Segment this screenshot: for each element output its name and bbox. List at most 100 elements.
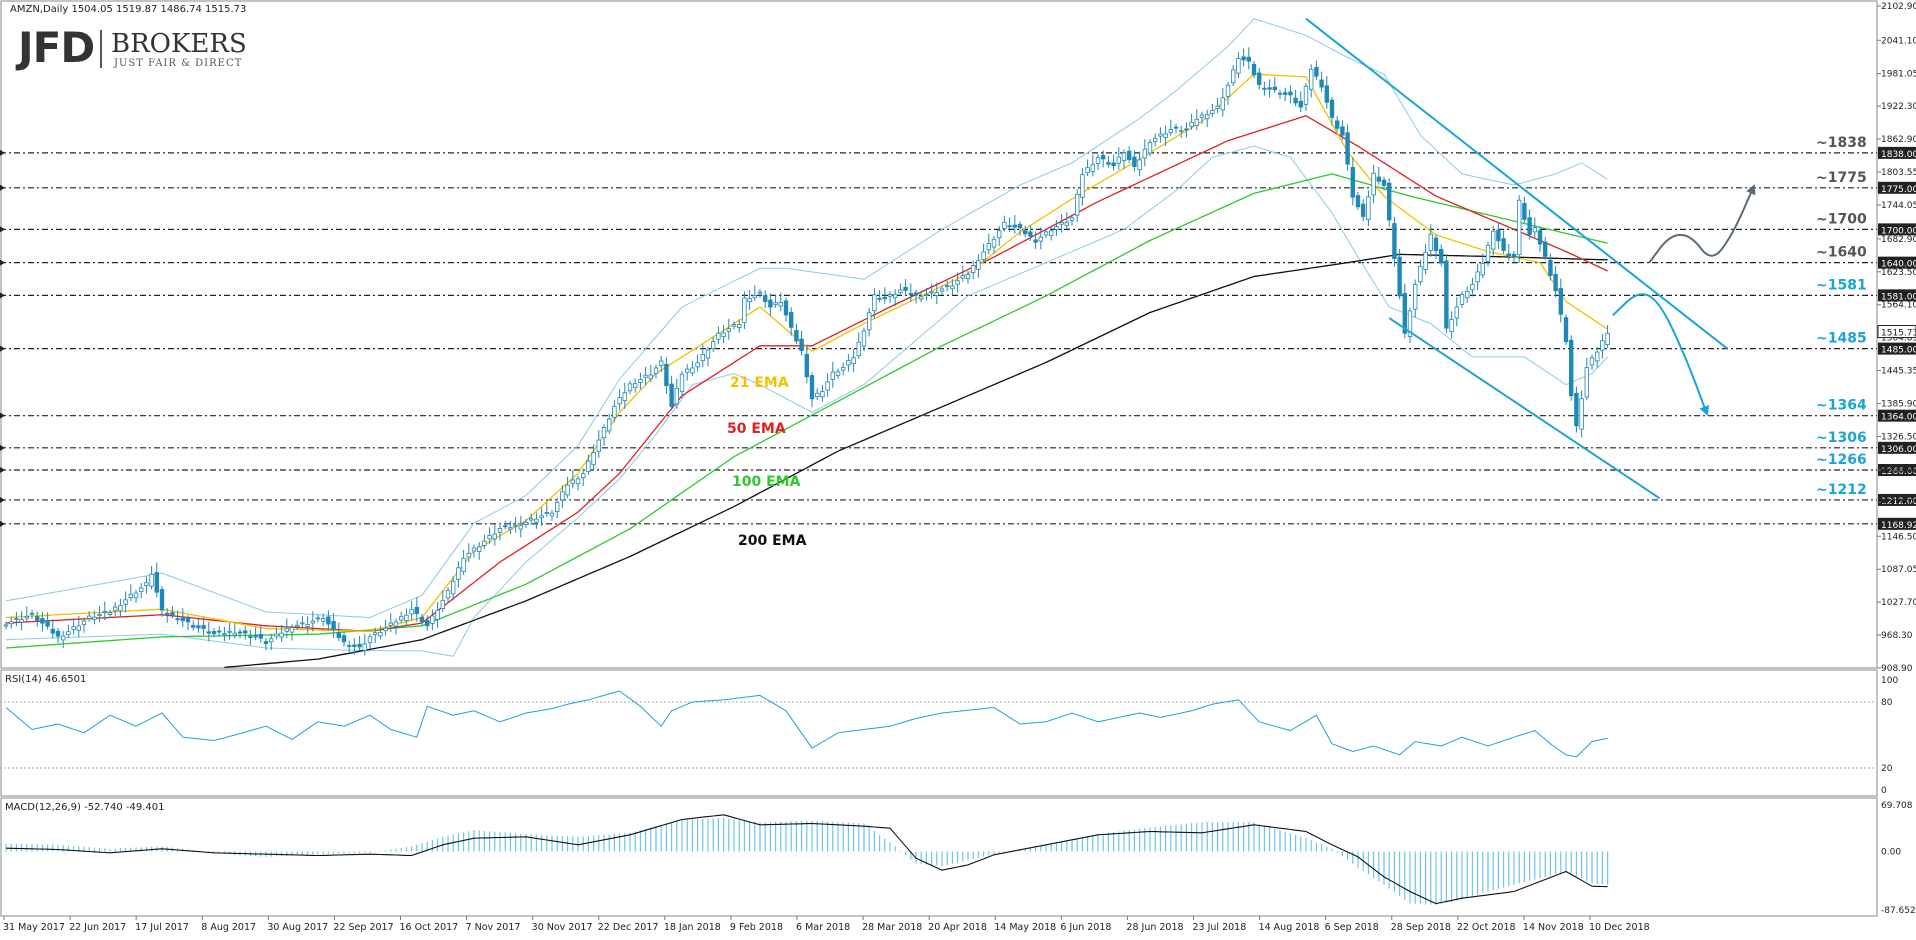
candle-body — [648, 374, 653, 380]
candle-body — [638, 379, 643, 383]
candle-body — [206, 631, 211, 634]
date-tick-label: 14 Aug 2018 — [1259, 922, 1320, 933]
rsi-tick-label: 100 — [1881, 676, 1898, 686]
candle-body — [960, 275, 965, 279]
price-tick-label: 1564.10 — [1881, 301, 1916, 311]
candle-body — [1366, 196, 1371, 220]
date-tick-label: 14 Nov 2018 — [1523, 922, 1584, 933]
candle-body — [1449, 319, 1454, 333]
candle-body — [872, 294, 877, 312]
ema100-line — [5, 173, 1608, 649]
ema200-line — [224, 253, 1608, 669]
candle-body — [102, 611, 107, 613]
candle-body — [1589, 357, 1595, 366]
level-axis-value: 1266.00 — [1881, 467, 1916, 477]
candle-body — [737, 323, 742, 329]
level-axis-badge — [1878, 409, 1916, 422]
date-tick-label: 22 Oct 2018 — [1457, 922, 1516, 933]
candle-body — [175, 618, 180, 621]
candle-body — [643, 374, 648, 378]
candle-body — [1392, 223, 1397, 259]
candle-body — [1272, 86, 1277, 91]
price-tick-label: 1027.70 — [1881, 598, 1916, 608]
date-tick-label: 6 Jun 2018 — [1060, 922, 1111, 933]
candle-body — [66, 631, 71, 636]
candle-body — [1017, 224, 1023, 228]
level-axis-badge — [1878, 441, 1916, 454]
candle-body — [1095, 157, 1101, 164]
candle-body — [965, 274, 971, 280]
date-tick-label: 14 May 2018 — [994, 922, 1056, 933]
level-marker — [0, 345, 5, 352]
candle-body — [705, 349, 711, 359]
candle-body — [346, 645, 352, 647]
candle-body — [35, 616, 40, 621]
candle-body — [1475, 271, 1480, 283]
candle-body — [1080, 174, 1085, 198]
level-label: ~1775 — [1816, 170, 1867, 186]
candle-body — [607, 418, 612, 432]
candle-body — [3, 624, 9, 627]
candle-body — [664, 363, 669, 387]
price-tick-label: 1922.30 — [1881, 102, 1916, 112]
level-label: ~1838 — [1816, 135, 1867, 151]
level-axis-value: 1775.00 — [1881, 185, 1916, 195]
candle-body — [820, 391, 825, 398]
candle-body — [924, 294, 929, 297]
candle-body — [685, 368, 690, 373]
price-tick-label: 1146.50 — [1881, 532, 1916, 542]
candle-body — [1158, 133, 1163, 137]
candle-body — [253, 635, 258, 638]
candle-body — [809, 375, 815, 400]
candle-body — [1454, 306, 1459, 319]
candle-body — [497, 528, 503, 533]
candle-body — [305, 624, 310, 627]
candle-body — [835, 371, 841, 376]
candle-body — [1465, 291, 1470, 299]
candle-body — [222, 633, 227, 636]
candle-body — [950, 285, 955, 290]
candle-body — [1231, 69, 1236, 84]
candle-body — [1288, 91, 1293, 96]
candle-body — [388, 622, 393, 626]
candle-body — [981, 251, 986, 260]
level-label: ~1306 — [1816, 430, 1867, 446]
candle-body — [867, 312, 872, 331]
candle-body — [1173, 126, 1179, 129]
price-tick-label: 1385.90 — [1881, 400, 1916, 410]
current-price-badge — [1877, 325, 1916, 339]
candle-body — [336, 632, 341, 639]
candle-body — [612, 406, 617, 418]
candle-body — [1506, 253, 1511, 257]
candle-body — [1049, 230, 1054, 236]
candle-body — [248, 636, 253, 638]
candle-body — [263, 641, 269, 644]
candle-body — [445, 590, 451, 599]
candle-body — [1262, 87, 1267, 90]
level-label: ~1266 — [1816, 452, 1867, 468]
candle-body — [341, 635, 347, 643]
candle-body — [799, 338, 804, 352]
candle-body — [887, 294, 893, 297]
candle-body — [289, 627, 295, 633]
candle-body — [1028, 231, 1033, 237]
candle-body — [216, 630, 222, 633]
candle-body — [659, 360, 664, 366]
candle-body — [898, 289, 903, 293]
candle-body — [778, 302, 783, 307]
bearish-scenario-arrow — [1612, 293, 1709, 417]
candle-body — [1142, 148, 1147, 159]
candle-body — [1163, 133, 1168, 138]
candle-body — [830, 371, 835, 380]
candle-body — [24, 615, 29, 619]
candle-body — [591, 452, 596, 466]
level-axis-value: 1212.00 — [1881, 497, 1916, 507]
candle-body — [487, 535, 492, 540]
candle-body — [939, 288, 945, 292]
candle-body — [1199, 114, 1205, 118]
candle-body — [1579, 398, 1584, 430]
candle-body — [315, 617, 321, 620]
price-tick-label: 1326.50 — [1881, 432, 1916, 442]
candle-body — [1189, 121, 1194, 127]
